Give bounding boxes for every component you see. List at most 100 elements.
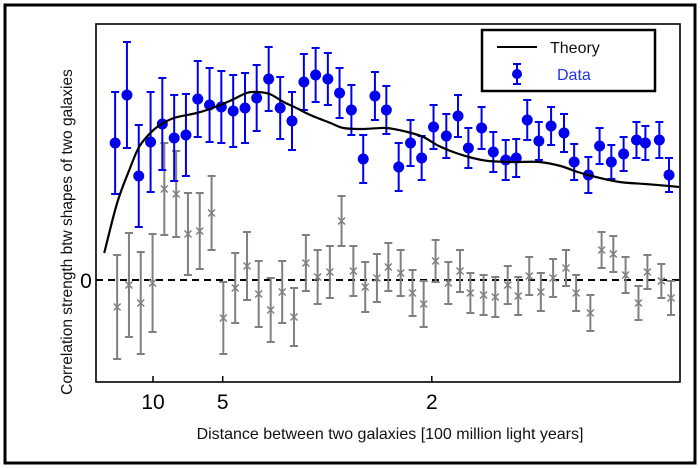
circle-marker bbox=[133, 170, 145, 182]
cross-marker bbox=[525, 271, 534, 281]
legend-box bbox=[480, 28, 657, 93]
data-point bbox=[510, 138, 522, 178]
circle-marker bbox=[594, 140, 606, 152]
circle-marker bbox=[145, 136, 157, 148]
control-point bbox=[361, 261, 370, 313]
data-point bbox=[227, 74, 239, 148]
control-point bbox=[634, 285, 643, 321]
legend-data-marker-icon bbox=[512, 63, 522, 85]
cross-marker bbox=[172, 189, 181, 199]
control-point bbox=[183, 192, 192, 276]
cross-marker bbox=[231, 283, 240, 293]
data-point bbox=[204, 67, 216, 143]
data-point bbox=[322, 52, 334, 106]
cross-marker bbox=[609, 249, 618, 259]
control-point bbox=[242, 231, 252, 301]
data-point bbox=[286, 91, 298, 151]
data-point bbox=[145, 91, 157, 193]
y-tick-label: 0 bbox=[80, 270, 92, 293]
cross-marker bbox=[124, 280, 133, 290]
data-point bbox=[263, 46, 275, 112]
data-point bbox=[416, 135, 428, 181]
control-point bbox=[586, 294, 595, 332]
circle-marker bbox=[476, 122, 488, 134]
circle-marker bbox=[121, 89, 133, 101]
circle-marker bbox=[487, 146, 499, 158]
control-point bbox=[301, 234, 310, 292]
cross-marker bbox=[325, 267, 334, 277]
circle-marker bbox=[533, 135, 545, 147]
data-point bbox=[594, 127, 606, 165]
control-point bbox=[572, 274, 581, 312]
circle-marker bbox=[462, 142, 474, 154]
x-axis-label: Distance between two galaxies [100 milli… bbox=[197, 426, 584, 443]
cross-marker bbox=[254, 289, 263, 299]
theory-line bbox=[103, 90, 680, 254]
circle-marker bbox=[380, 104, 392, 116]
control-point bbox=[503, 265, 512, 305]
circle-marker bbox=[109, 137, 121, 149]
control-point bbox=[597, 231, 606, 269]
data-point bbox=[639, 125, 651, 161]
cross-marker bbox=[491, 292, 500, 302]
control-point bbox=[124, 232, 133, 338]
control-point bbox=[207, 175, 216, 251]
control-point bbox=[525, 256, 534, 296]
cross-marker bbox=[419, 299, 428, 309]
data-point bbox=[334, 67, 346, 119]
control-point bbox=[113, 254, 122, 360]
data-point bbox=[487, 131, 499, 173]
circle-marker bbox=[227, 105, 239, 117]
control-point bbox=[479, 274, 488, 316]
cross-marker bbox=[503, 280, 512, 290]
data-point bbox=[630, 121, 642, 159]
control-point bbox=[536, 272, 545, 312]
circle-marker bbox=[334, 87, 346, 99]
control-point bbox=[372, 253, 381, 303]
plot-frame bbox=[95, 23, 681, 383]
circle-marker bbox=[618, 148, 630, 160]
data-point bbox=[568, 143, 580, 181]
cross-marker bbox=[361, 282, 370, 292]
circle-marker bbox=[192, 93, 204, 105]
plot-marks bbox=[96, 41, 680, 360]
cross-marker bbox=[408, 288, 417, 298]
cross-marker bbox=[113, 302, 122, 312]
control-point bbox=[431, 239, 440, 283]
control-point bbox=[219, 281, 228, 355]
x-tick-label: 5 bbox=[217, 391, 229, 414]
data-point bbox=[462, 127, 474, 169]
cross-marker bbox=[384, 262, 393, 272]
circle-marker bbox=[630, 134, 642, 146]
circle-marker bbox=[558, 127, 570, 139]
circle-marker bbox=[369, 90, 381, 102]
data-point bbox=[109, 91, 121, 195]
circle-marker bbox=[639, 137, 651, 149]
data-point bbox=[558, 113, 570, 153]
control-point bbox=[325, 245, 334, 299]
cross-marker bbox=[643, 267, 652, 277]
data-point bbox=[605, 144, 617, 180]
circle-marker bbox=[568, 156, 580, 168]
circle-marker bbox=[263, 73, 275, 85]
cross-marker bbox=[136, 298, 145, 308]
control-point bbox=[549, 258, 558, 298]
data-point bbox=[500, 139, 512, 181]
outer-frame bbox=[3, 3, 697, 465]
control-point bbox=[289, 287, 299, 347]
cross-marker bbox=[621, 270, 630, 280]
control-point bbox=[408, 269, 417, 317]
circle-marker bbox=[500, 154, 512, 166]
control-point bbox=[254, 260, 263, 328]
data-point bbox=[168, 94, 180, 182]
control-point bbox=[456, 249, 465, 293]
control-point bbox=[278, 260, 287, 324]
cross-marker bbox=[289, 312, 299, 322]
cross-marker bbox=[219, 313, 228, 323]
legend-data-label: Data bbox=[557, 67, 591, 84]
data-point bbox=[618, 136, 630, 172]
cross-marker bbox=[444, 278, 453, 288]
circle-marker bbox=[393, 161, 405, 173]
circle-marker bbox=[345, 104, 357, 116]
